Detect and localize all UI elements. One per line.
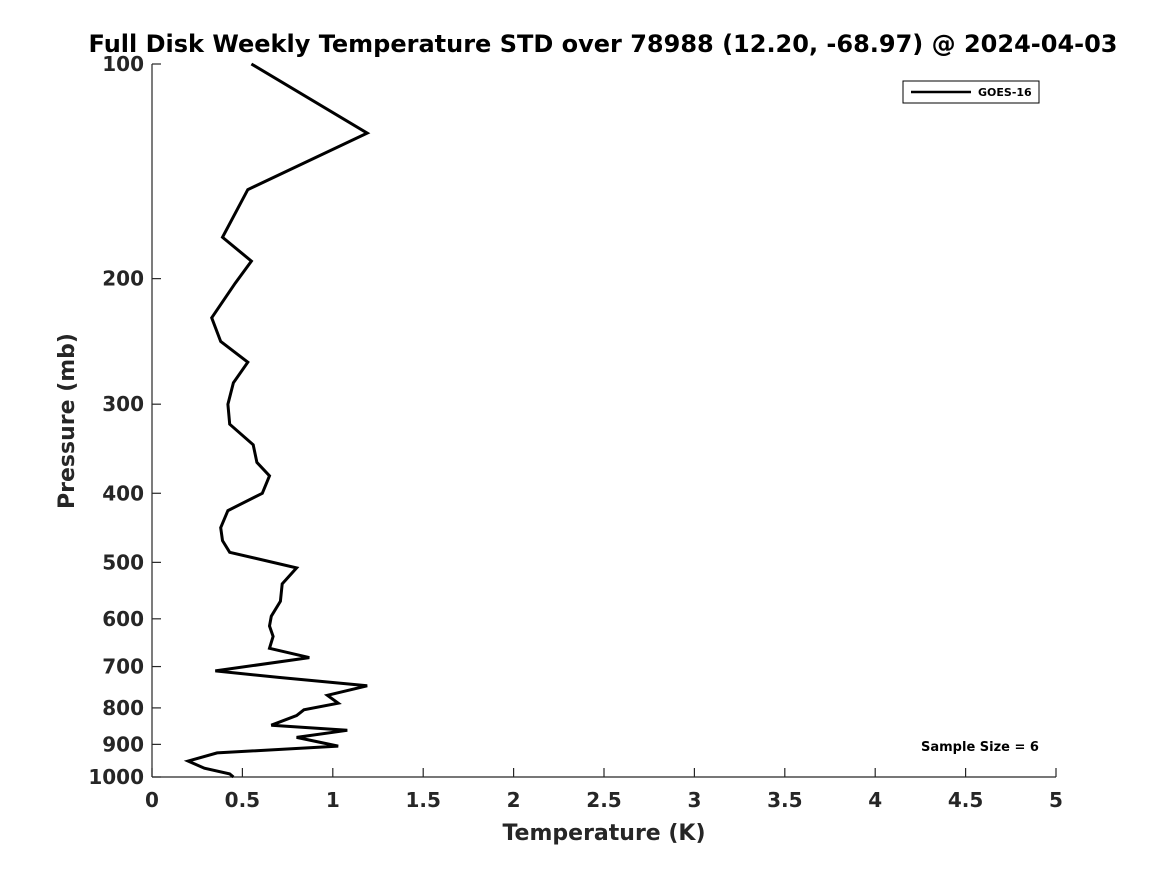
x-tick-label: 3.5 [767,788,802,812]
y-tick-label: 600 [102,607,144,631]
x-tick-label: 1 [326,788,340,812]
y-tick-label: 400 [102,481,144,505]
y-axis-ticks: 100 200 300 400 500 600 700 800 900 1000 [88,52,161,789]
x-tick-label: 5 [1049,788,1063,812]
x-tick-label: 4 [868,788,882,812]
chart-title: Full Disk Weekly Temperature STD over 78… [89,30,1118,58]
series-layer [183,62,371,779]
y-tick-label: 900 [102,732,144,756]
legend-label-goes-16: GOES-16 [978,86,1032,99]
y-tick-label: 200 [102,267,144,291]
series-line-goes-16 [183,62,371,779]
x-tick-label: 4.5 [948,788,983,812]
x-tick-label: 0 [145,788,159,812]
x-tick-label: 1.5 [405,788,440,812]
y-tick-label: 100 [102,52,144,76]
x-tick-label: 3 [687,788,701,812]
y-tick-label: 500 [102,550,144,574]
x-tick-label: 2.5 [586,788,621,812]
y-tick-label: 700 [102,655,144,679]
sample-size-annotation: Sample Size = 6 [921,740,1039,755]
y-axis-title: Pressure (mb) [55,333,80,509]
x-tick-label: 0.5 [225,788,260,812]
x-axis-title: Temperature (K) [502,821,705,846]
legend: GOES-16 [902,80,1040,104]
x-tick-label: 2 [507,788,521,812]
y-tick-label: 800 [102,696,144,720]
y-tick-label: 1000 [88,765,144,789]
y-tick-label: 300 [102,392,144,416]
x-axis-ticks: 0 0.5 1 1.5 2 2.5 3 3.5 4 4.5 5 [145,768,1063,812]
